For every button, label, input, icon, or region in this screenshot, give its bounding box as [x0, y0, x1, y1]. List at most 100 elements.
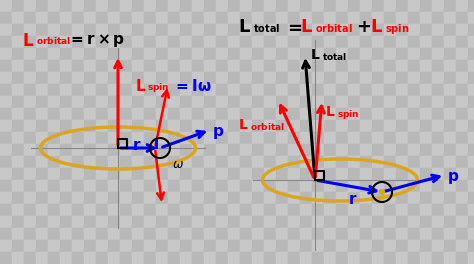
Bar [36, 168, 48, 180]
Bar [468, 48, 474, 60]
Bar [156, 168, 168, 180]
Bar [48, 216, 60, 228]
Bar [312, 168, 324, 180]
Bar [96, 156, 108, 168]
Bar [468, 36, 474, 48]
Bar [360, 204, 372, 216]
Bar [324, 60, 336, 72]
Bar [432, 0, 444, 12]
Bar [132, 108, 144, 120]
Bar [264, 180, 276, 192]
Bar [192, 60, 204, 72]
Bar [24, 12, 36, 24]
Bar [24, 144, 36, 156]
Bar [312, 204, 324, 216]
Bar [36, 216, 48, 228]
Bar [408, 180, 420, 192]
Bar [456, 60, 468, 72]
Text: $\mathbf{spin}$: $\mathbf{spin}$ [147, 81, 170, 94]
Bar [276, 168, 288, 180]
Bar [144, 0, 156, 12]
Bar [360, 252, 372, 264]
Bar [408, 132, 420, 144]
Bar [276, 216, 288, 228]
Bar [192, 0, 204, 12]
Bar [60, 168, 72, 180]
Bar [240, 60, 252, 72]
Bar [372, 228, 384, 240]
Bar [204, 96, 216, 108]
Bar [0, 180, 12, 192]
Bar [348, 72, 360, 84]
Bar [204, 252, 216, 264]
Bar [432, 228, 444, 240]
Text: $\mathbf{= r \times p}$: $\mathbf{= r \times p}$ [68, 32, 125, 49]
Bar [12, 96, 24, 108]
Bar [72, 240, 84, 252]
Bar [456, 252, 468, 264]
Bar [108, 156, 120, 168]
Bar [384, 36, 396, 48]
Bar [444, 96, 456, 108]
Bar [72, 72, 84, 84]
Bar [396, 0, 408, 12]
Bar [120, 240, 132, 252]
Bar [72, 60, 84, 72]
Bar [0, 72, 12, 84]
Bar [0, 0, 12, 12]
Bar [276, 72, 288, 84]
Bar [396, 252, 408, 264]
Bar [252, 180, 264, 192]
Bar [84, 84, 96, 96]
Bar [348, 240, 360, 252]
Bar [468, 192, 474, 204]
Bar [156, 180, 168, 192]
Bar [348, 120, 360, 132]
Bar [96, 36, 108, 48]
Bar [396, 60, 408, 72]
Bar [72, 24, 84, 36]
Bar [156, 132, 168, 144]
Bar [72, 228, 84, 240]
Bar [444, 252, 456, 264]
Bar [108, 36, 120, 48]
Bar [132, 132, 144, 144]
Text: $\mathbf{L}$: $\mathbf{L}$ [22, 32, 34, 50]
Bar [456, 84, 468, 96]
Bar [108, 60, 120, 72]
Bar [468, 72, 474, 84]
Bar [240, 48, 252, 60]
Bar [156, 36, 168, 48]
Bar [0, 144, 12, 156]
Bar [36, 72, 48, 84]
Bar [336, 96, 348, 108]
Bar [432, 96, 444, 108]
Bar [96, 96, 108, 108]
Bar [36, 192, 48, 204]
Bar [372, 0, 384, 12]
Bar [420, 96, 432, 108]
Bar [408, 144, 420, 156]
Bar [24, 84, 36, 96]
Bar [264, 204, 276, 216]
Bar [36, 132, 48, 144]
Bar [288, 84, 300, 96]
Bar [300, 192, 312, 204]
Bar [60, 84, 72, 96]
Bar [300, 240, 312, 252]
Bar [168, 72, 180, 84]
Bar [240, 132, 252, 144]
Bar [12, 60, 24, 72]
Bar [468, 12, 474, 24]
Bar [192, 192, 204, 204]
Bar [156, 240, 168, 252]
Bar [240, 252, 252, 264]
Bar [372, 108, 384, 120]
Bar [408, 216, 420, 228]
Bar [468, 240, 474, 252]
Bar [144, 228, 156, 240]
Bar [168, 240, 180, 252]
Bar [396, 96, 408, 108]
Bar [48, 96, 60, 108]
Bar [324, 72, 336, 84]
